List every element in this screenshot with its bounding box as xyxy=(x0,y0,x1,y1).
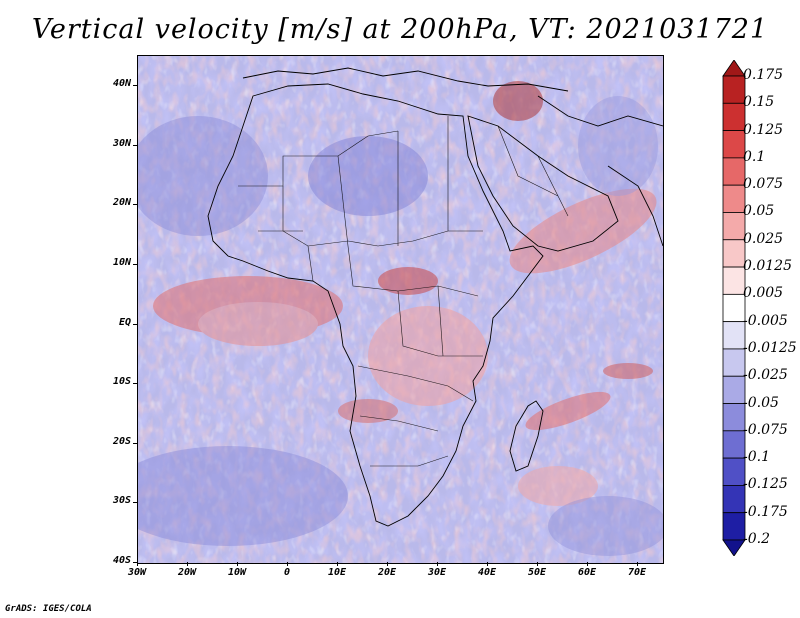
colorbar-svg xyxy=(722,59,746,557)
longitude-tick xyxy=(487,562,488,566)
colorbar-segment xyxy=(722,403,746,432)
latitude-tick xyxy=(133,144,137,146)
chart-title: Vertical velocity [m/s] at 200hPa, VT: 2… xyxy=(31,14,769,45)
longitude-label: 30E xyxy=(427,567,447,578)
colorbar-segment xyxy=(722,430,746,459)
latitude-tick xyxy=(133,85,137,86)
colorbar-segment xyxy=(722,348,746,377)
colorbar-label: -0.2 xyxy=(743,531,770,547)
colorbar-label: 0.0125 xyxy=(743,258,792,275)
colorbar-segment xyxy=(722,157,746,186)
descent-regions xyxy=(138,96,663,556)
colorbar-label: -0.125 xyxy=(743,476,788,493)
latitude-label: 20N xyxy=(112,197,131,209)
map-panel[interactable] xyxy=(137,55,664,564)
colorbar-label: 0.1 xyxy=(743,148,766,165)
colorbar-label: 0.025 xyxy=(743,230,784,247)
colorbar-label: -0.005 xyxy=(743,312,788,329)
colorbar-bottom-arrow xyxy=(722,539,746,557)
latitude-label: 30S xyxy=(112,495,131,507)
colorbar-label: -0.05 xyxy=(743,394,779,411)
colorbar-label: 0.125 xyxy=(743,121,784,138)
colorbar-label: -0.0125 xyxy=(743,339,797,356)
longitude-label: 10W xyxy=(227,567,247,578)
latitude-tick xyxy=(133,383,137,385)
colorbar-label: 0.075 xyxy=(743,176,784,193)
longitude-tick xyxy=(437,562,438,566)
colorbar-label: -0.075 xyxy=(743,421,788,438)
longitude-tick xyxy=(337,562,338,566)
longitude-label: 0 xyxy=(283,567,291,578)
longitude-label: 40E xyxy=(477,567,497,578)
colorbar-segment xyxy=(722,130,746,159)
latitude-tick xyxy=(133,323,137,325)
colorbar-top-arrow xyxy=(722,59,746,77)
colorbar-label: -0.1 xyxy=(743,449,770,466)
colorbar-segment xyxy=(722,212,746,241)
latitude-label: 20S xyxy=(112,435,131,447)
grads-credit: GrADS: IGES/COLA xyxy=(5,604,92,614)
colorbar-segment xyxy=(722,375,746,404)
longitude-label: 60E xyxy=(577,567,597,578)
longitude-label: 20E xyxy=(377,567,397,578)
colorbar-segment xyxy=(722,266,746,295)
colorbar-label: 0.005 xyxy=(743,285,784,302)
map-canvas xyxy=(138,56,663,563)
colorbar-label: 0.15 xyxy=(743,94,775,111)
longitude-tick xyxy=(187,562,188,566)
colorbar-label: -0.175 xyxy=(743,503,788,520)
latitude-tick xyxy=(133,442,137,444)
longitude-label: 30W xyxy=(127,567,147,578)
longitude-tick xyxy=(637,562,638,566)
longitude-tick xyxy=(387,562,388,566)
latitude-tick xyxy=(133,502,137,504)
colorbar-label: -0.025 xyxy=(743,367,788,384)
longitude-label: 10E xyxy=(327,567,347,578)
longitude-tick xyxy=(137,562,138,566)
colorbar-segment xyxy=(722,75,746,104)
colorbar-segment xyxy=(722,293,746,323)
colorbar-segment xyxy=(722,485,746,514)
latitude-label: 10N xyxy=(112,256,131,268)
ascent-regions xyxy=(153,81,657,506)
longitude-tick xyxy=(587,562,588,566)
latitude-label: 40S xyxy=(112,555,131,566)
longitude-label: 70E xyxy=(627,567,647,578)
latitude-label: 40N xyxy=(112,78,131,89)
latitude-label: 30N xyxy=(112,137,131,149)
longitude-tick xyxy=(537,562,538,566)
longitude-tick xyxy=(237,562,238,566)
colorbar-segment xyxy=(722,321,746,350)
colorbar-label: 0.175 xyxy=(743,67,784,83)
colorbar-segment xyxy=(722,102,746,131)
latitude-tick xyxy=(133,204,137,206)
colorbar-segment xyxy=(722,457,746,486)
country-borders xyxy=(238,116,569,467)
longitude-label: 20W xyxy=(177,567,197,578)
colorbar-label: 0.05 xyxy=(743,203,775,220)
colorbar-segment xyxy=(722,239,746,268)
colorbar xyxy=(722,59,746,560)
longitude-label: 50E xyxy=(527,567,547,578)
latitude-label: 10S xyxy=(112,376,131,388)
latitude-label: EQ xyxy=(118,316,131,328)
latitude-tick xyxy=(133,263,137,265)
colorbar-segment xyxy=(722,184,746,213)
colorbar-segment xyxy=(722,512,746,541)
latitude-tick xyxy=(133,562,137,563)
longitude-tick xyxy=(287,562,288,566)
